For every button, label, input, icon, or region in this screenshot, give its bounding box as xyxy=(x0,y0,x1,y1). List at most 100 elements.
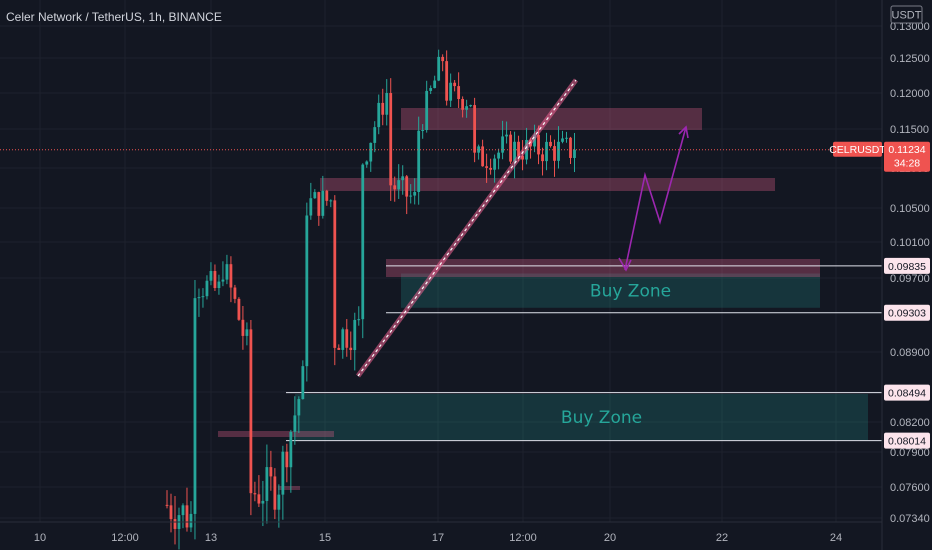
supply-zone xyxy=(218,431,334,437)
candle-body xyxy=(453,82,457,87)
candle-body xyxy=(533,134,536,147)
candle-body xyxy=(293,415,297,432)
candle-body xyxy=(385,93,389,115)
candle-body xyxy=(341,329,345,350)
candle-body xyxy=(481,146,485,167)
candle-body xyxy=(277,494,281,510)
x-tick-label: 12:00 xyxy=(111,532,139,544)
countdown-text: 34:28 xyxy=(894,158,920,170)
candle-body xyxy=(521,155,524,160)
candle-body xyxy=(197,297,201,299)
price-level-tag xyxy=(884,304,930,321)
projection-arrow-up xyxy=(678,125,689,139)
candle-body xyxy=(457,86,461,99)
y-tick-label: 0.10500 xyxy=(890,203,930,215)
candle-body xyxy=(185,505,189,528)
candle-body xyxy=(165,504,169,506)
candle-body xyxy=(513,141,516,162)
candle-body xyxy=(381,102,385,115)
y-tick-label: 0.12500 xyxy=(890,53,930,65)
symbol-tag xyxy=(833,141,882,157)
candle-body xyxy=(477,146,481,153)
candle-body xyxy=(517,141,520,156)
candle-body xyxy=(549,141,552,147)
price-level-tag-text: 0.09303 xyxy=(888,308,926,320)
price-level-tag-text: 0.08014 xyxy=(888,436,926,448)
candle-body xyxy=(321,190,325,216)
candle-body xyxy=(389,93,393,186)
y-tick-label: 0.09700 xyxy=(890,273,930,285)
candle-body xyxy=(257,494,261,504)
candle-body xyxy=(345,329,349,348)
candle-body xyxy=(309,198,313,216)
candle-body xyxy=(357,319,361,321)
candle-body xyxy=(301,366,305,400)
chart-title: Celer Network / TetherUS, 1h, BINANCE xyxy=(6,10,222,24)
candle-body xyxy=(213,271,217,289)
candle-body xyxy=(421,129,425,131)
candle-body xyxy=(473,105,477,153)
candle-body xyxy=(353,319,357,351)
candle-body xyxy=(425,90,429,130)
candle-body xyxy=(245,329,249,336)
candle-body xyxy=(553,146,556,161)
candle-body xyxy=(189,513,193,528)
supply-zone xyxy=(401,108,702,130)
candle-body xyxy=(433,80,437,89)
candle-body xyxy=(217,281,221,289)
candle-body xyxy=(573,149,576,158)
candle-body xyxy=(265,467,269,501)
candle-body xyxy=(449,82,453,101)
y-tick-label: 0.08200 xyxy=(890,417,930,429)
candle-body xyxy=(373,127,377,143)
candle-body xyxy=(441,56,445,62)
candle-body xyxy=(297,399,301,416)
buy-zone xyxy=(295,394,868,440)
x-tick-label: 22 xyxy=(716,532,728,544)
last-price-tag xyxy=(884,141,930,172)
candle-body xyxy=(509,134,512,162)
y-tick-label: 0.12000 xyxy=(890,88,930,100)
candle-body xyxy=(205,280,209,297)
y-tick-label: 0.08900 xyxy=(890,347,930,359)
candle-body xyxy=(193,298,197,514)
candle-body xyxy=(445,61,449,101)
candle-body xyxy=(325,190,329,201)
candle-body xyxy=(201,296,205,298)
x-tick-label: 15 xyxy=(319,532,331,544)
candle-body xyxy=(409,195,413,197)
candle-body xyxy=(241,319,245,336)
price-level-tag xyxy=(884,432,930,449)
projection-path xyxy=(624,126,687,271)
supply-zone xyxy=(320,178,775,191)
candle-body xyxy=(317,192,321,216)
symbol-tag-text: CELRUSDT xyxy=(829,144,886,156)
y-tick-label: 0.07900 xyxy=(890,447,930,459)
candle-body xyxy=(485,166,488,168)
candle-body xyxy=(417,130,421,192)
x-tick-label: 17 xyxy=(432,532,444,544)
x-tick-label: 12:00 xyxy=(509,532,537,544)
candle-body xyxy=(209,271,213,281)
buy-zone xyxy=(401,273,820,308)
candle-body xyxy=(461,98,465,110)
candle-body xyxy=(365,161,369,165)
candle-body xyxy=(541,154,544,162)
candle-body xyxy=(397,180,401,190)
y-tick-label: 0.10100 xyxy=(890,237,930,249)
candle-body xyxy=(501,136,504,153)
candle-body xyxy=(393,185,397,190)
candle-body xyxy=(281,451,285,495)
supply-zone xyxy=(278,486,300,490)
candle-body xyxy=(565,137,568,139)
candle-body xyxy=(249,329,253,494)
candle-body xyxy=(349,347,353,351)
supply-zone xyxy=(386,259,820,277)
buy-zone-label: Buy Zone xyxy=(561,408,642,428)
trendline-dashes xyxy=(357,79,577,377)
candle-body xyxy=(225,264,229,280)
candle-body xyxy=(337,347,341,350)
candle-body xyxy=(237,298,241,320)
price-level-tag xyxy=(884,257,930,274)
